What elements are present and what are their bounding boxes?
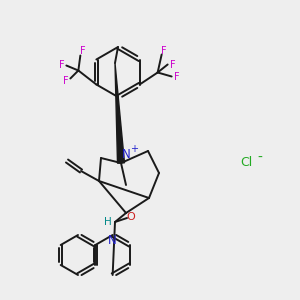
Text: N: N	[108, 233, 117, 247]
Text: +: +	[130, 144, 138, 154]
Text: F: F	[62, 76, 68, 86]
Text: F: F	[170, 59, 176, 70]
Text: H: H	[104, 217, 112, 227]
Text: N: N	[122, 148, 130, 161]
Text: O: O	[127, 212, 135, 222]
Polygon shape	[115, 63, 124, 163]
Text: F: F	[58, 61, 64, 70]
Text: Cl: Cl	[240, 155, 252, 169]
Text: F: F	[174, 71, 179, 82]
Text: F: F	[80, 46, 85, 56]
Text: -: -	[257, 151, 262, 165]
Text: F: F	[161, 46, 167, 56]
